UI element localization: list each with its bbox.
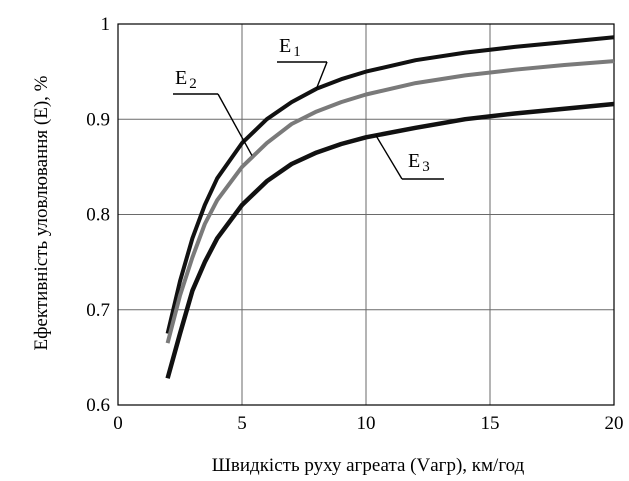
curve-label-letter: E [279,35,291,57]
tick-labels: 0 5 10 15 20 0.6 0.7 0.8 0.9 1 [86,14,623,434]
curve-labels: E 1E 2E 3 [173,35,444,180]
curve-label-leader [375,135,403,180]
x-tick-label: 5 [237,413,247,434]
svg-text:E2: E2 [175,67,197,92]
x-tick-label: 10 [357,413,376,434]
curve-label-letter: E [175,67,187,89]
x-tick-label: 0 [113,413,123,434]
series-line-e3 [165,101,615,379]
svg-text:E1: E1 [279,35,301,60]
svg-text:E3: E3 [408,150,430,175]
series-layer [165,35,615,379]
x-axis-label: Швидкість руху агреата (Vагр), км/год [212,455,525,476]
curve-label-subscript: 3 [422,159,430,175]
x-tick-label: 15 [481,413,500,434]
curve-label-leader [315,61,328,90]
y-tick-label: 1 [101,14,111,35]
curve-label-subscript: 1 [293,44,301,60]
series-line-e1 [165,35,615,335]
curve-label-subscript: 2 [189,76,197,92]
x-tick-label: 20 [605,413,624,434]
curve-label-letter: E [408,150,420,172]
y-tick-label: 0.9 [86,109,110,130]
y-axis-label: Ефективність уловлювання (E), % [31,75,52,350]
y-tick-label: 0.7 [86,300,110,321]
plot-frame [117,23,615,406]
y-tick-label: 0.6 [86,395,110,416]
curve-label-leader [217,93,253,156]
y-tick-label: 0.8 [86,205,110,226]
series-line-e2 [165,59,615,344]
